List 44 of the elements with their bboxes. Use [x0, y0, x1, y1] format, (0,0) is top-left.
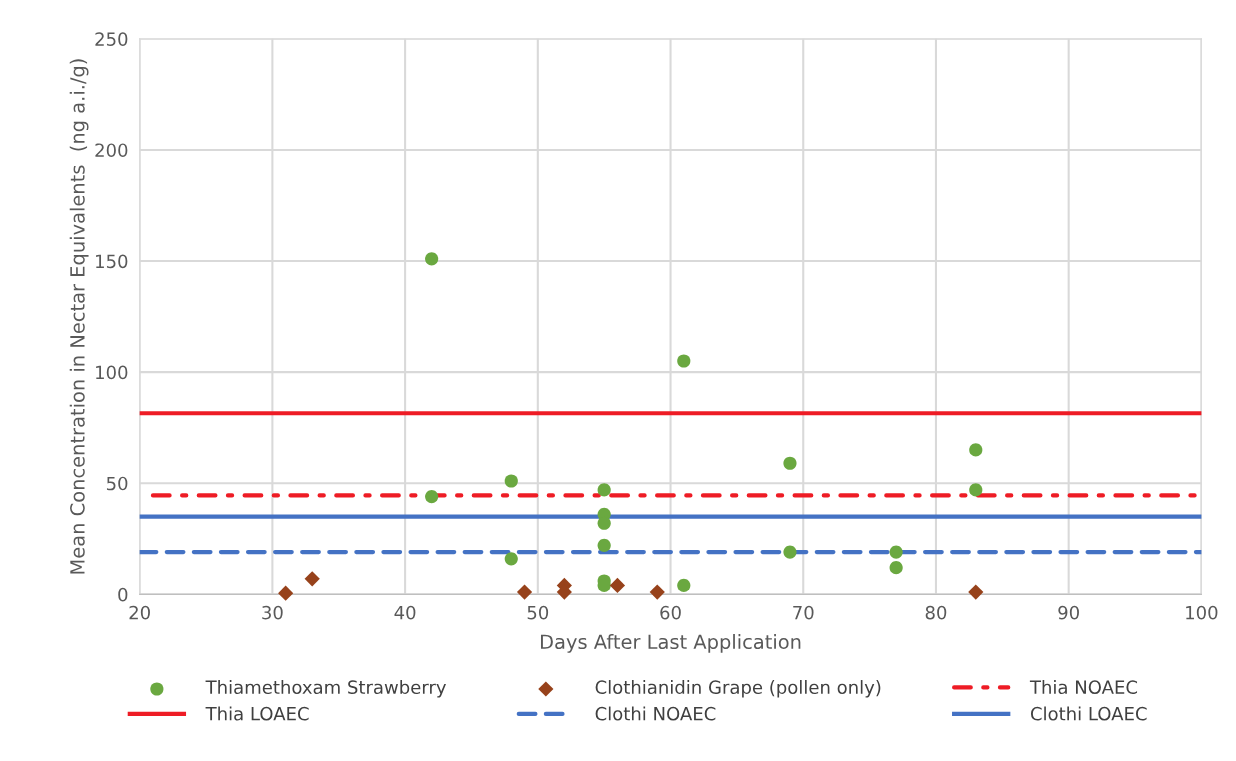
point	[425, 252, 439, 266]
x-tick-label: 90	[1058, 605, 1079, 620]
x-tick-label: 80	[925, 605, 947, 620]
point	[783, 456, 797, 470]
point	[516, 584, 533, 600]
point	[889, 561, 903, 575]
point	[783, 545, 797, 559]
point	[609, 577, 626, 594]
legend-label: Clothianidin Grape (pollen only)	[595, 680, 881, 698]
y-tick-label: 200	[95, 143, 128, 158]
point	[889, 545, 903, 559]
y-tick-label: 250	[95, 32, 128, 46]
point	[304, 571, 320, 587]
legend-label: Thia LOAEC	[205, 706, 309, 721]
x-tick-label: 50	[527, 605, 549, 620]
x-tick-label: 20	[129, 605, 150, 620]
y-tick-label: 50	[106, 476, 128, 491]
y-tick-label: 150	[96, 254, 128, 269]
x-tick-label: 40	[394, 605, 416, 620]
point	[425, 489, 439, 504]
x-tick-label: 30	[262, 605, 283, 620]
point	[504, 474, 518, 488]
point	[677, 578, 691, 593]
point	[677, 354, 691, 368]
x-tick-label: 70	[793, 605, 814, 620]
x-tick-label: 100	[1186, 605, 1218, 620]
point	[278, 585, 294, 601]
y-tick-label: 0	[118, 587, 128, 602]
point	[969, 443, 983, 457]
point	[597, 483, 611, 497]
point	[969, 483, 983, 497]
point	[504, 552, 518, 566]
legend-label: Thiamethoxam Strawberry	[205, 680, 446, 698]
point	[597, 516, 611, 530]
point	[968, 584, 984, 600]
legend-label: Clothi LOAEC	[1030, 706, 1147, 721]
point	[597, 538, 611, 553]
legend-label: Thia NOAEC	[1029, 680, 1138, 695]
y-tick-label: 100	[96, 365, 128, 380]
x-tick-label: 60	[660, 605, 681, 620]
legend-label: Clothi NOAEC	[595, 706, 716, 721]
y-axis-title: Mean Concentration in Nectar Equivalents (ng a.i./g)	[69, 59, 89, 574]
x-axis-title: Days After Last Application	[540, 634, 801, 653]
point	[649, 584, 665, 600]
